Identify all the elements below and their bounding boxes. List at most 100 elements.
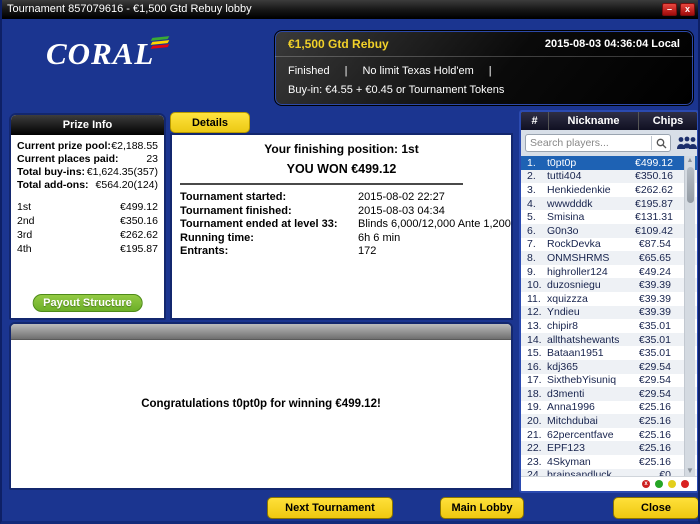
players-group-icon[interactable]	[676, 136, 697, 150]
player-rank: 6.	[527, 224, 536, 237]
table-row[interactable]: 12. Yndieu €39.39	[521, 305, 697, 320]
table-row[interactable]: 5. Smisina €131.31	[521, 210, 697, 224]
player-rank: 19.	[527, 401, 542, 414]
prize-stat-label: Total buy-ins:	[17, 166, 86, 178]
status-red-icon	[681, 480, 689, 488]
payout-structure-button[interactable]: Payout Structure	[32, 294, 143, 312]
payout-row: 4th €195.87	[17, 242, 158, 256]
players-scrollbar[interactable]: ▲ ▼	[684, 156, 695, 476]
search-row	[521, 130, 697, 156]
player-chips: €39.39	[638, 292, 671, 305]
column-header-chips[interactable]: Chips	[652, 115, 684, 127]
table-row[interactable]: 8. ONMSHRMS €65.65	[521, 251, 697, 265]
detail-row: Running time: 6h 6 min	[172, 232, 511, 246]
player-nickname: RockDevka	[547, 238, 601, 251]
minimize-button[interactable]: –	[662, 2, 677, 16]
table-row[interactable]: 21. 62percentfave €25.16	[521, 428, 697, 442]
player-rank: 2.	[527, 170, 536, 183]
column-header-rank[interactable]: #	[521, 112, 549, 130]
detail-label: Entrants:	[180, 245, 229, 257]
detail-row: Entrants: 172	[172, 245, 511, 259]
next-tournament-button[interactable]: Next Tournament	[267, 497, 393, 519]
tournament-status-row: Finished | No limit Texas Hold'em |	[275, 57, 693, 77]
table-row[interactable]: 18. d3menti €29.54	[521, 387, 697, 401]
table-row[interactable]: 4. wwwdddk €195.87	[521, 196, 697, 211]
player-nickname: allthatshewants	[547, 333, 620, 346]
players-list: 1. t0pt0p €499.12 2. tutti404 €350.16 3.…	[521, 156, 697, 476]
finishing-position-text: Your finishing position: 1st	[264, 142, 419, 156]
table-row[interactable]: 15. Bataan1951 €35.01	[521, 346, 697, 360]
player-chips: €29.54	[638, 387, 671, 400]
player-rank: 17.	[527, 374, 542, 387]
search-box	[525, 134, 671, 152]
detail-label: Tournament started:	[180, 191, 287, 203]
table-row[interactable]: 10. duzosniegu €39.39	[521, 278, 697, 292]
prize-info-body: Current prize pool: €2,188.55 Current pl…	[11, 135, 164, 256]
detail-value: Blinds 6,000/12,000 Ante 1,200	[358, 218, 511, 230]
prize-stat-label: Current places paid:	[17, 153, 119, 165]
scrollbar-thumb[interactable]	[686, 167, 694, 203]
table-row[interactable]: 23. 4Skyman €25.16	[521, 455, 697, 469]
detail-value: 2015-08-03 04:34	[358, 204, 445, 217]
player-chips: €29.54	[638, 374, 671, 387]
search-icon[interactable]	[652, 138, 670, 149]
table-row[interactable]: 14. allthatshewants €35.01	[521, 332, 697, 347]
details-panel: Your finishing position: 1st YOU WON €49…	[170, 133, 513, 320]
player-nickname: wwwdddk	[547, 197, 593, 210]
detail-value: 6h 6 min	[358, 231, 401, 244]
player-chips: €25.16	[638, 401, 671, 414]
prize-stats: Current prize pool: €2,188.55 Current pl…	[17, 140, 158, 192]
player-chips: €25.16	[638, 442, 671, 455]
table-row[interactable]: 20. Mitchdubai €25.16	[521, 414, 697, 428]
close-button[interactable]: Close	[613, 497, 698, 519]
prize-stat-value: 23	[146, 153, 158, 165]
player-chips: €35.01	[638, 319, 671, 332]
local-timestamp: 2015-08-03 04:36:04 Local	[544, 37, 680, 50]
table-row[interactable]: 3. Henkiedenkie €262.62	[521, 183, 697, 197]
player-rank: 18.	[527, 387, 542, 400]
player-nickname: Yndieu	[547, 306, 580, 319]
table-row[interactable]: 16. kdj365 €29.54	[521, 359, 697, 374]
table-row[interactable]: 19. Anna1996 €25.16	[521, 401, 697, 415]
status-disconnected-icon: x	[642, 480, 650, 488]
player-rank: 15.	[527, 347, 542, 360]
table-row[interactable]: 11. xquizzza €39.39	[521, 292, 697, 306]
scroll-up-arrow[interactable]: ▲	[686, 157, 694, 164]
table-row[interactable]: 24. brainsandluck €0	[521, 468, 697, 476]
player-rank: 14.	[527, 333, 542, 346]
window-title: Tournament 857079616 - €1,500 Gtd Rebuy …	[7, 3, 252, 15]
player-chips: €49.24	[638, 265, 671, 278]
coral-flag-icon	[151, 36, 170, 49]
payout-place: 1st	[17, 201, 32, 213]
main-lobby-button[interactable]: Main Lobby	[440, 497, 524, 519]
table-row[interactable]: 13. chipir8 €35.01	[521, 319, 697, 333]
player-rank: 4.	[527, 197, 536, 210]
table-row[interactable]: 22. EPF123 €25.16	[521, 441, 697, 456]
column-header-nickname[interactable]: Nickname	[549, 112, 639, 130]
table-row[interactable]: 6. G0n3o €109.42	[521, 223, 697, 238]
player-chips: €109.42	[635, 224, 673, 237]
player-rank: 22.	[527, 442, 542, 455]
player-nickname: Henkiedenkie	[547, 183, 611, 196]
table-row[interactable]: 7. RockDevka €87.54	[521, 238, 697, 252]
player-rank: 8.	[527, 251, 536, 264]
prize-stat-label: Total add-ons:	[17, 179, 89, 191]
search-divider	[651, 136, 652, 150]
detail-value: 172	[358, 245, 377, 257]
congratulations-message: Congratulations t0pt0p for winning €499.…	[141, 398, 381, 410]
payout-row: 1st €499.12	[17, 200, 158, 214]
table-row[interactable]: 1. t0pt0p €499.12	[521, 156, 697, 170]
prize-stat-row: Total buy-ins: €1,624.35(357)	[17, 166, 158, 179]
search-input[interactable]	[526, 137, 651, 149]
table-row[interactable]: 2. tutti404 €350.16	[521, 169, 697, 184]
scroll-down-arrow[interactable]: ▼	[686, 466, 694, 475]
tab-details[interactable]: Details	[170, 112, 250, 133]
player-rank: 9.	[527, 265, 536, 278]
table-row[interactable]: 9. highroller124 €49.24	[521, 265, 697, 279]
prize-stat-row: Current places paid: 23	[17, 153, 158, 166]
prize-stat-value: €2,188.55	[111, 140, 158, 152]
close-window-button[interactable]: x	[680, 2, 695, 16]
payout-place: 4th	[17, 243, 32, 255]
table-row[interactable]: 17. SixthebYisuniq €29.54	[521, 374, 697, 388]
